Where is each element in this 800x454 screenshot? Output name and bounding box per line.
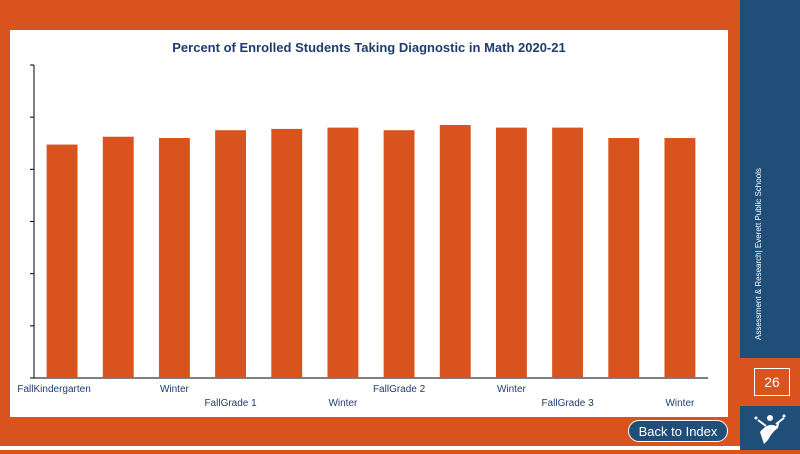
back-to-index-button[interactable]: Back to Index	[628, 420, 728, 442]
x-tick-label: Winter	[665, 398, 695, 409]
bar	[608, 138, 640, 378]
chart-card: Percent of Enrolled Students Taking Diag…	[10, 30, 728, 417]
school-logo-icon	[754, 414, 786, 444]
bar	[158, 138, 190, 378]
bar	[383, 130, 415, 378]
bar	[215, 130, 247, 378]
x-tick-label: FallGrade 3	[541, 398, 594, 409]
x-tick-label: Winter	[497, 384, 527, 395]
bar	[327, 127, 359, 378]
chart: Percent of Enrolled Students Taking Diag…	[17, 40, 708, 409]
x-tick-label: FallGrade 2	[373, 384, 426, 395]
x-tick-label: FallKindergarten	[17, 384, 90, 395]
bar	[46, 144, 78, 378]
page-number: 26	[754, 368, 790, 396]
chart-title: Percent of Enrolled Students Taking Diag…	[172, 40, 565, 55]
bar	[495, 127, 527, 378]
x-tick-label: Winter	[160, 384, 190, 395]
x-axis-labels: FallKindergarten Winter FallGrade 1 Winter F…	[17, 384, 695, 409]
bar	[439, 124, 471, 378]
bars	[46, 124, 696, 378]
sidebar-label: Assessment & Research| Everett Public Sc…	[754, 168, 763, 340]
x-tick-label: FallGrade 1	[204, 398, 257, 409]
sidebar-panel	[740, 0, 800, 358]
y-axis-ticks	[30, 64, 34, 379]
bar	[271, 128, 303, 378]
bar	[552, 127, 584, 378]
bottom-divider	[0, 446, 740, 450]
bar	[102, 136, 134, 378]
logo-area	[740, 406, 800, 450]
bar	[664, 138, 696, 378]
x-tick-label: Winter	[328, 398, 358, 409]
